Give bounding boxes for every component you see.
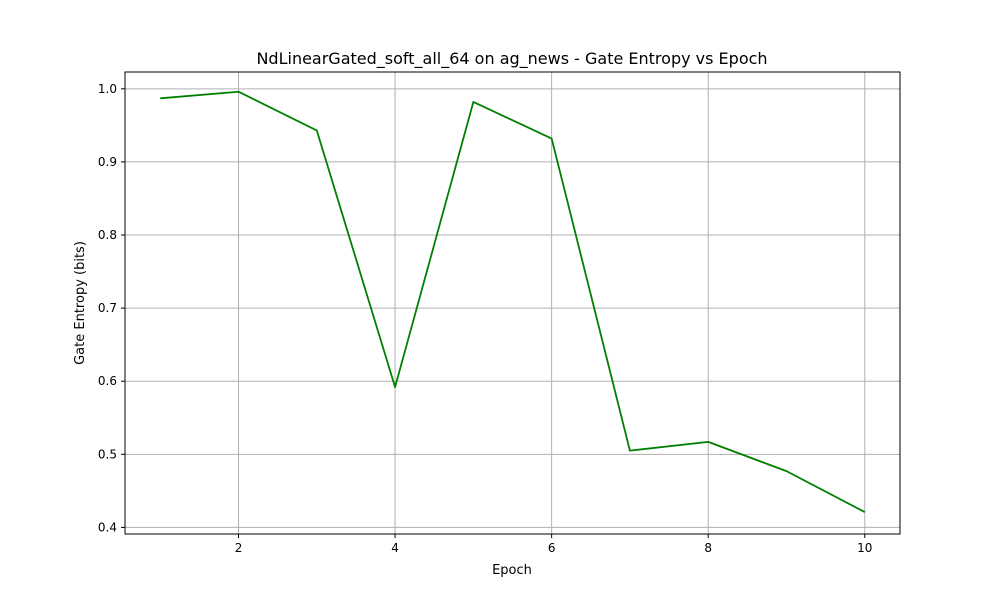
ticks: 2 4 6 8 10 0.4 0.5 0.6 0.7 0.8 0.9 1.0 xyxy=(98,82,873,555)
x-tick-label: 8 xyxy=(704,541,712,555)
x-tick-label: 6 xyxy=(548,541,556,555)
x-tick-label: 10 xyxy=(857,541,872,555)
x-tick-label: 2 xyxy=(235,541,243,555)
y-axis-label: Gate Entropy (bits) xyxy=(73,241,88,365)
y-tick-label: 0.7 xyxy=(98,301,117,315)
plot-frame xyxy=(124,71,901,535)
y-tick-label: 0.8 xyxy=(98,228,117,242)
series-layer xyxy=(160,90,866,513)
y-tick-label: 0.9 xyxy=(98,155,117,169)
grid xyxy=(125,72,900,534)
x-tick-label: 4 xyxy=(391,541,399,555)
chart-title: NdLinearGated_soft_all_64 on ag_news - G… xyxy=(256,49,767,69)
x-axis-label: Epoch xyxy=(492,563,532,578)
y-tick-label: 0.4 xyxy=(98,520,117,534)
y-tick-label: 0.6 xyxy=(98,374,117,388)
y-tick-label: 0.5 xyxy=(98,447,117,461)
series-line-gate-entropy xyxy=(160,90,866,513)
y-tick-label: 1.0 xyxy=(98,82,117,96)
